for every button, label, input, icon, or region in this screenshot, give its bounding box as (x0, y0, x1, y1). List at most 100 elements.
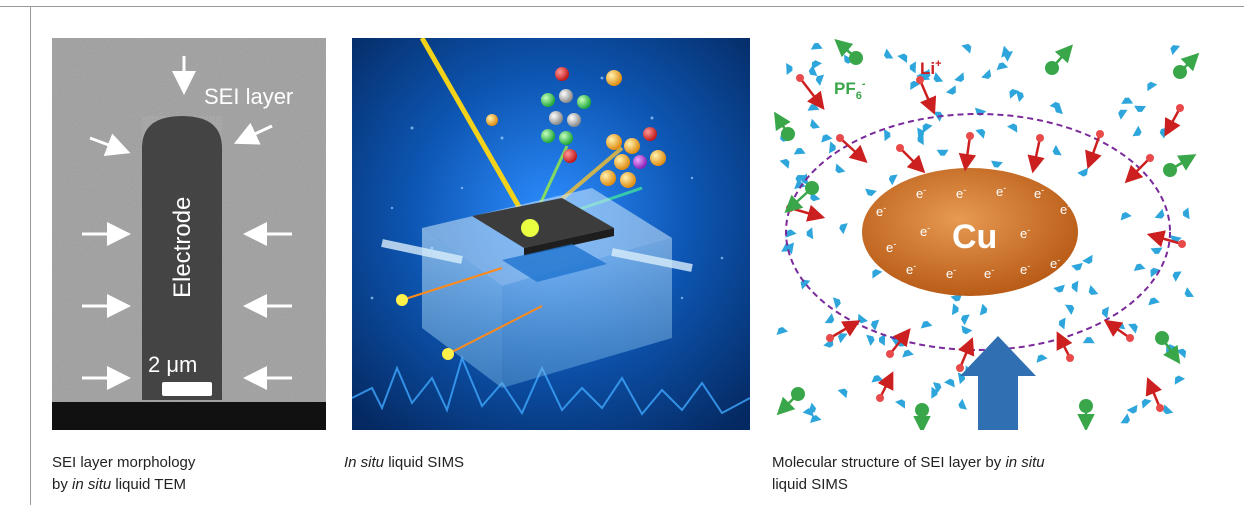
pf6-arrow (784, 187, 813, 214)
solvent-molecule (1159, 127, 1168, 139)
solvent-molecule (1154, 208, 1165, 219)
li-ion (1146, 154, 1154, 162)
solvent-molecule (835, 163, 846, 174)
electron-label: e- (984, 265, 994, 281)
electron-label: e- (886, 239, 896, 255)
solvent-molecule (961, 325, 973, 335)
solvent-molecule (945, 85, 956, 95)
solvent-molecule (909, 61, 917, 74)
solvent-molecule (1082, 337, 1095, 344)
solvent-molecule (872, 269, 883, 279)
li-ion-arrow (789, 204, 826, 222)
solvent-molecule (961, 43, 972, 54)
solvent-molecule (1172, 271, 1182, 282)
li-ion-arrow (1145, 377, 1162, 409)
solvent-molecule (960, 314, 970, 326)
connector-2 (447, 305, 543, 355)
solvent-molecule (806, 227, 814, 240)
scale-label: 2 μm (148, 352, 197, 377)
li-ion (796, 74, 804, 82)
solvent-molecule (1036, 354, 1048, 363)
solvent-molecule (1007, 123, 1018, 133)
solvent-molecule (954, 72, 965, 82)
solvent-molecule (795, 174, 805, 185)
electrons: e-e-e-e-e-e-e-e-e-e-e-e-e-e- (876, 183, 1070, 281)
solvent-molecule (1052, 144, 1062, 156)
electron-label: e- (1060, 201, 1070, 217)
electron-label: e- (946, 265, 956, 281)
molecular-structure-panel: Cu e-e-e-e-e-e-e-e-e-e-e-e-e-e- Li+ PF6- (770, 38, 1200, 430)
solvent-molecule (895, 399, 906, 409)
solvent-molecule (1174, 375, 1186, 385)
big-up-arrow (960, 336, 1036, 430)
solvent-molecule (794, 181, 806, 189)
solvent-molecule (810, 42, 823, 50)
li-ion (1036, 134, 1044, 142)
solvent-molecule (1148, 297, 1160, 306)
impact-spot (521, 219, 539, 237)
solvent-molecule (933, 72, 944, 83)
pf6-arrow (834, 39, 857, 59)
solvent-molecule (1101, 306, 1110, 319)
solvent-molecule (779, 158, 790, 169)
solvent-molecule (837, 388, 848, 399)
tube-left (381, 239, 463, 264)
arrow-left-1 (89, 133, 131, 156)
solvent-molecule (1058, 317, 1066, 330)
spark-1 (396, 294, 408, 306)
electron-label: e- (1020, 261, 1030, 277)
solvent-molecule (917, 133, 924, 146)
solvent-molecule (1071, 262, 1083, 271)
pf6-anions (774, 39, 1200, 430)
solvent-molecule (883, 48, 894, 59)
caption-tem-line1: SEI layer morphology (52, 454, 196, 471)
electrode-label: Electrode (169, 197, 196, 298)
electron-label: e- (906, 261, 916, 277)
solvent-molecule (786, 242, 794, 255)
solvent-molecule (920, 320, 933, 329)
cu-electrode (862, 168, 1078, 296)
li-ion-arrow (1124, 157, 1151, 184)
figure-top-rule (0, 6, 1244, 7)
chip (472, 198, 614, 248)
solvent-molecule (786, 62, 793, 75)
li-ion (1176, 104, 1184, 112)
solvent-molecule (1077, 167, 1089, 177)
li-ion-arrow (889, 328, 911, 355)
solvent-molecule (832, 297, 841, 309)
li-ion-arrow (1027, 137, 1045, 174)
spectrum-line (352, 354, 750, 416)
solvent-molecule (878, 333, 886, 346)
caption-molecular-line2: liquid SIMS (772, 476, 848, 493)
caption-tem: SEI layer morphology by in situ liquid T… (52, 452, 195, 496)
solvent-molecule (1150, 267, 1161, 278)
pf6-arrow (1051, 44, 1073, 69)
solvent-molecule (871, 375, 884, 383)
connector-1 (401, 267, 503, 301)
solvent-molecule (897, 53, 908, 64)
li-label: Li+ (920, 58, 942, 78)
solvent-molecule (1133, 263, 1146, 271)
solvent-molecule (1132, 125, 1142, 137)
solvent-molecule (1128, 323, 1138, 334)
solvent-molecule (958, 398, 967, 410)
tube-right (611, 248, 693, 272)
pf6-arrow (1179, 52, 1200, 73)
li-ion-arrow (1146, 230, 1183, 248)
sei-boundary-dashed (785, 113, 1171, 351)
li-ion-arrow (1103, 319, 1131, 340)
solvent-molecule (1141, 398, 1152, 409)
electron-label: e- (1034, 185, 1044, 201)
solvent-molecule (1120, 211, 1132, 221)
li-ion (886, 350, 894, 358)
solvent-molecule (776, 326, 789, 336)
solvent-molecule (807, 104, 820, 111)
electron-label: e- (876, 203, 886, 219)
caption-tem-line2: by in situ liquid TEM (52, 476, 186, 493)
solvent-molecule (785, 229, 797, 238)
li-ion (1066, 354, 1074, 362)
solvent-molecule (1163, 404, 1174, 415)
solvent-molecule (1053, 284, 1065, 293)
solvent-molecule (1064, 304, 1075, 315)
pf6-arrow (776, 393, 799, 416)
